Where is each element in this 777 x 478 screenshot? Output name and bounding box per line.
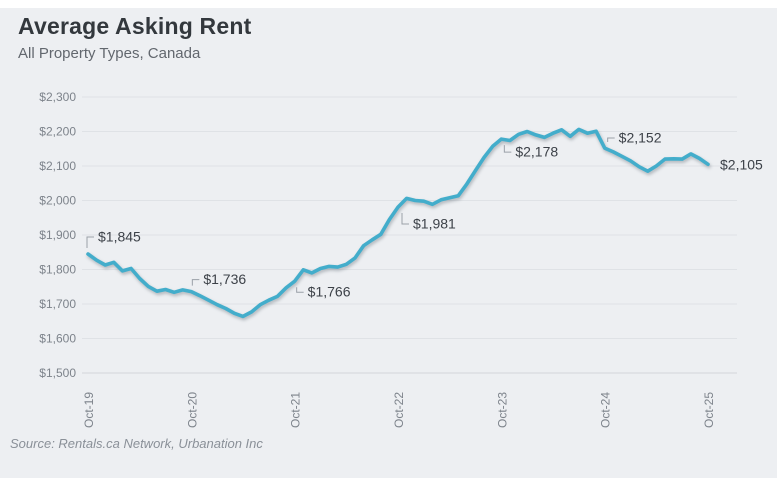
page-subtitle: All Property Types, Canada (18, 45, 201, 62)
annotation-leader (401, 213, 409, 225)
annotation-leader (607, 137, 615, 143)
y-tick-label: $1,500 (39, 366, 76, 380)
x-tick-label: Oct-21 (289, 392, 303, 428)
x-tick-label: Oct-19 (82, 392, 96, 428)
y-tick-label: $2,100 (39, 159, 76, 173)
annotation-leader (191, 279, 200, 286)
annotation-label: $1,981 (413, 216, 456, 232)
x-tick-label: Oct-23 (495, 392, 509, 428)
top-strip (0, 0, 777, 8)
annotation-label: $2,152 (619, 130, 662, 146)
annotation-label: $1,736 (203, 271, 246, 287)
annotation-leader (86, 236, 94, 248)
annotation-label: $1,845 (98, 228, 141, 244)
x-tick-label: Oct-20 (185, 392, 199, 428)
chart-header: Average Asking Rent All Property Types, … (18, 13, 251, 62)
y-tick-label: $1,900 (39, 228, 76, 242)
annotation-label: $2,105 (720, 156, 763, 172)
source-note: Source: Rentals.ca Network, Urbanation I… (10, 436, 263, 451)
annotation-leader (296, 287, 304, 293)
y-tick-label: $2,000 (39, 194, 76, 208)
y-tick-label: $2,200 (39, 125, 76, 139)
page-title: Average Asking Rent (18, 13, 252, 39)
y-tick-label: $2,300 (39, 90, 76, 104)
annotation-leader (503, 145, 512, 153)
x-tick-label: Oct-25 (702, 392, 716, 428)
y-tick-label: $1,600 (39, 332, 76, 346)
y-tick-label: $1,800 (39, 263, 76, 277)
rent-line (86, 127, 710, 319)
annotation-label: $2,178 (515, 144, 558, 160)
annotation-label: $1,766 (308, 284, 351, 300)
y-tick-label: $1,700 (39, 297, 76, 311)
x-tick-label: Oct-24 (599, 392, 613, 428)
x-tick-label: Oct-22 (392, 392, 406, 428)
